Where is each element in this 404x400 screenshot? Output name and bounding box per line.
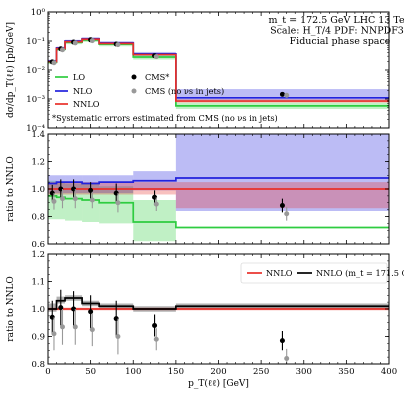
data-point-cms-no-nu [51,331,57,337]
band-lo-1 [56,182,66,220]
data-point-cms [88,187,94,193]
y-tick-label: 10⁻³ [26,95,45,105]
data-point-cms-no-nu [284,356,290,361]
x-tick-label: 250 [253,367,269,377]
data-point-cms [279,91,285,97]
x-tick-label: 350 [338,367,354,377]
data-point-cms-no-nu [72,324,78,330]
y-tick-label: 10⁻¹ [26,37,45,47]
data-point-cms [279,338,285,344]
data-point-cms-no-nu [284,211,290,217]
panel-top-distribution: 10⁻⁴ 10⁻³ 10⁻² 10⁻¹ 10⁰ dσ/dp_T(ℓℓ) [pb/GeV] m… [5,8,404,134]
data-point-cms-no-nu [51,60,57,66]
x-tick-label: 200 [210,367,226,377]
y-tick-label: 0.6 [31,240,45,250]
x-tick-label: 150 [168,367,184,377]
y-tick-label: 1.0 [31,305,45,315]
x-axis-label: p_T(ℓℓ) [GeV] [188,378,249,389]
legend-label-nnlo-mt: NNLO (m_t = 171.5 GeV) [316,268,404,278]
y-tick-label: 0.8 [31,360,45,370]
legend-label-nnlo: NNLO [73,99,100,109]
data-point-cms-no-nu [115,200,121,206]
y-tick-label: 1.4 [31,130,45,140]
info-line: Fiducial phase space [290,36,391,47]
legend-marker-0 [131,74,137,80]
data-point-cms-no-nu [59,47,65,53]
data-point-cms-no-nu [284,92,290,98]
data-point-cms [152,323,158,328]
legend-marker-1 [131,88,137,94]
y-tick-label: 1.2 [31,250,45,260]
data-point-cms-no-nu [153,336,159,342]
y-tick-label: 1.2 [31,158,45,168]
data-point-cms-no-nu [59,196,65,202]
data-point-cms-no-nu [72,196,78,202]
data-point-cms-no-nu [51,198,57,204]
y-tick-label: 10⁻² [26,66,45,76]
legend-box [240,262,388,284]
legend-label-data-1: CMS (no νs in jets) [145,86,224,96]
series-line-nlo [48,177,389,185]
y-axis-label-top: dσ/dp_T(ℓℓ) [pb/GeV] [5,22,16,118]
x-tick-label: 300 [296,367,312,377]
band-lo-3 [82,183,100,222]
x-tick-label: 0 [45,367,50,377]
band-lo-5 [133,200,176,242]
x-tick-label: 400 [381,367,397,377]
y-tick-label: 0.8 [31,213,45,223]
y-tick-label: 0.9 [31,333,45,343]
data-point-cms [58,305,64,311]
legend-label-nnlo: NNLO [266,268,293,278]
y-axis-label-bottom: ratio to NNLO [6,276,16,341]
data-point-cms-no-nu [89,327,95,333]
data-point-cms-no-nu [115,334,121,339]
data-point-cms [88,309,94,315]
legend-label-data-0: CMS* [145,72,169,82]
data-point-cms-no-nu [153,54,159,60]
data-point-cms-no-nu [153,201,159,207]
info-line: m_t = 172.5 GeV LHC 13 TeV [269,15,404,26]
panel-bottom-ratio: 0 50 100 150 200 250 300 350 400 0.8 0.9 1.0 1.1 1.2 r… [6,250,404,389]
legend-label-nlo: NLO [73,86,93,96]
x-tick-label: 50 [85,367,96,377]
y-tick-label: 10⁰ [31,8,46,18]
panel-middle-ratio: 0.6 0.8 1.0 1.2 1.4 ratio to NNLO [6,130,390,250]
footnote: *Systematic errors estimated from CMS (n… [52,113,278,123]
data-point-cms-no-nu [115,42,121,48]
y-tick-label: 1.1 [31,278,45,288]
data-point-cms-no-nu [59,324,65,330]
data-point-cms-no-nu [72,40,78,46]
y-axis-label-middle: ratio to NNLO [6,156,16,221]
band-nlo-6 [175,134,389,211]
legend-label-lo: LO [73,72,85,82]
x-tick-label: 100 [125,367,141,377]
info-line: Scale: H_T/4 PDF: NNPDF31 [270,26,404,37]
data-point-cms-no-nu [89,38,95,44]
y-tick-label: 10⁻⁴ [26,124,45,134]
data-point-cms-no-nu [89,197,95,203]
band-lo-2 [65,183,83,221]
data-point-cms [279,203,285,208]
y-tick-label: 1.0 [31,185,45,195]
